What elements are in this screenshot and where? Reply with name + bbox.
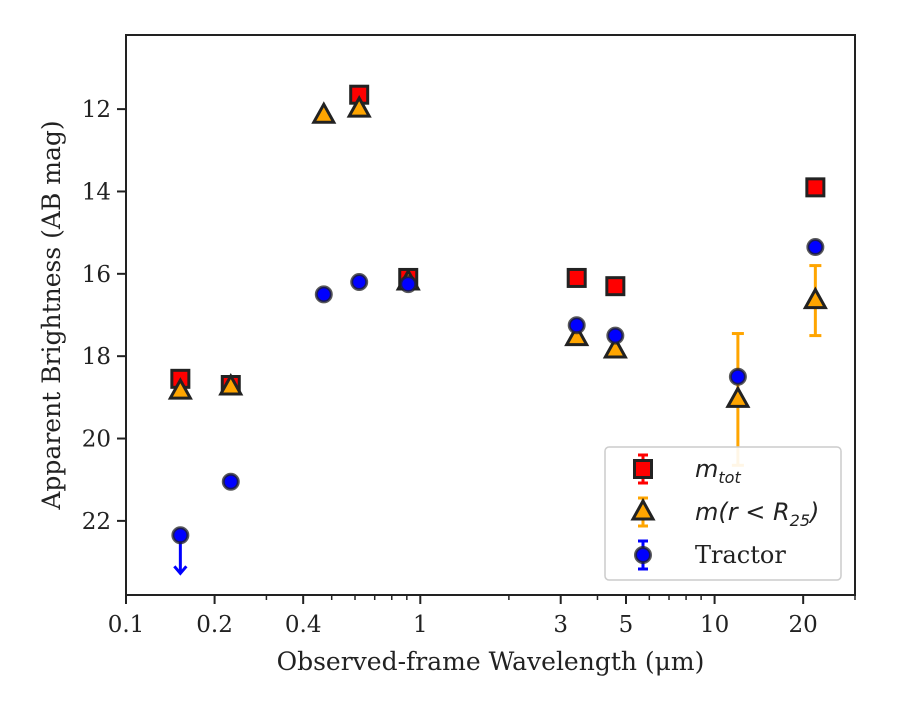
legend-marker-mr25 <box>630 497 656 521</box>
mr25-point <box>218 372 244 396</box>
x-tick-label: 1 <box>413 612 428 638</box>
y-tick-label: 18 <box>82 344 111 370</box>
y-tick-label: 14 <box>82 179 111 205</box>
legend-box <box>604 446 842 581</box>
tractor-point <box>350 273 369 292</box>
tractor-point <box>314 285 333 304</box>
mtot-point <box>805 177 826 198</box>
y-tick-label: 16 <box>82 262 111 288</box>
tractor-point <box>399 275 418 294</box>
legend-label-mtot: mtot <box>695 455 741 487</box>
y-tick-label: 12 <box>82 97 111 123</box>
y-tick-label: 20 <box>82 427 111 453</box>
data-points <box>167 84 828 576</box>
legend-marker-tractor <box>634 546 652 564</box>
mr25-point <box>802 286 828 310</box>
tractor-point <box>221 472 240 491</box>
x-tick-label: 20 <box>789 612 818 638</box>
tractor-point <box>606 326 625 345</box>
mr25-point <box>311 101 337 124</box>
legend-label-mr25: m(r < R25) <box>695 498 819 530</box>
tractor-point <box>728 367 747 386</box>
x-axis-label: Observed-frame Wavelength (μm) <box>277 647 705 676</box>
x-tick-label: 0.2 <box>196 612 233 638</box>
tractor-point <box>171 526 190 545</box>
legend-label-tractor: Tractor <box>695 541 786 569</box>
x-tick-label: 10 <box>700 612 729 638</box>
mr25-point <box>346 95 372 118</box>
axis-ticks: 0.1 0.2 0.4 1 3 5 10 20 12 14 16 18 20 22 <box>82 97 856 638</box>
x-tick-label: 3 <box>553 612 568 638</box>
mr25-point <box>167 377 193 400</box>
mr25-point <box>602 335 628 359</box>
tractor-point <box>806 238 825 257</box>
mtot-point <box>566 267 587 288</box>
x-tick-label: 5 <box>619 612 634 638</box>
mr25-point <box>725 385 751 408</box>
tractor-upper-limit-arrow <box>173 565 188 576</box>
legend-marker-mtot <box>633 459 653 479</box>
y-axis-label: Apparent Brightness (AB mag) <box>37 120 66 510</box>
y-tick-label: 22 <box>82 509 111 535</box>
plot-frame <box>125 34 856 596</box>
mr25-point <box>564 323 590 347</box>
x-tick-label: 0.1 <box>108 612 145 638</box>
tractor-point <box>567 316 586 335</box>
mtot-point <box>605 276 626 297</box>
legend: mtot m(r < R25) Tractor <box>604 446 842 581</box>
x-tick-label: 0.4 <box>285 612 322 638</box>
